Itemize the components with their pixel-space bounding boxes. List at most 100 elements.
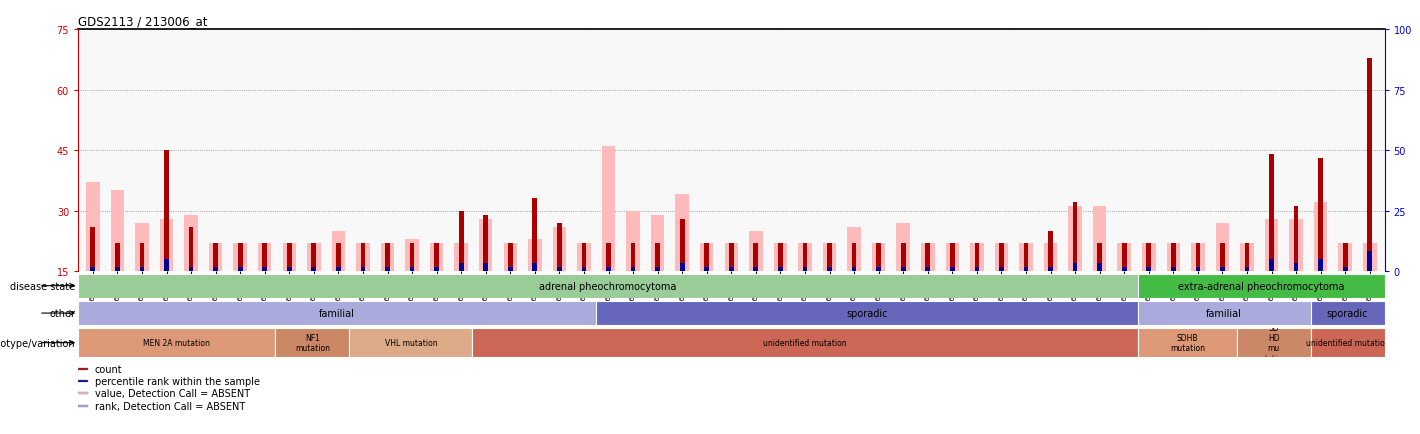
- Bar: [1343, 243, 1348, 271]
- Bar: [1147, 267, 1150, 271]
- Bar: [926, 267, 930, 271]
- Bar: [922, 243, 934, 271]
- Bar: [655, 243, 660, 271]
- Bar: [552, 227, 567, 271]
- Bar: [332, 231, 345, 271]
- Bar: [680, 219, 684, 271]
- Bar: [386, 267, 389, 271]
- Bar: [1244, 243, 1250, 271]
- Bar: [1311, 301, 1384, 326]
- Bar: [876, 243, 880, 271]
- Bar: [508, 267, 513, 271]
- Text: percentile rank within the sample: percentile rank within the sample: [95, 377, 260, 386]
- Bar: [951, 267, 954, 271]
- Bar: [484, 267, 487, 271]
- Bar: [822, 243, 836, 271]
- Text: SD
HD
mu
tatio: SD HD mu tatio: [1265, 323, 1282, 363]
- Bar: [1068, 207, 1082, 271]
- Bar: [750, 231, 763, 271]
- Bar: [1146, 267, 1152, 271]
- Bar: [1196, 243, 1200, 271]
- Bar: [78, 392, 88, 395]
- Bar: [1098, 243, 1102, 271]
- Text: MEN 2A mutation: MEN 2A mutation: [143, 339, 210, 347]
- Bar: [1048, 267, 1052, 271]
- Bar: [1098, 267, 1100, 271]
- Bar: [307, 243, 321, 271]
- Bar: [828, 267, 831, 271]
- Text: sporadic: sporadic: [846, 309, 888, 318]
- Bar: [878, 267, 880, 271]
- Bar: [1122, 243, 1126, 271]
- Bar: [111, 191, 124, 271]
- Bar: [896, 223, 910, 271]
- Bar: [258, 243, 271, 271]
- Bar: [606, 267, 611, 271]
- Bar: [1146, 243, 1152, 271]
- Bar: [78, 368, 88, 371]
- Text: VHL mutation: VHL mutation: [385, 339, 437, 347]
- Bar: [828, 267, 832, 271]
- Bar: [582, 267, 585, 271]
- Bar: [1093, 207, 1106, 271]
- Bar: [78, 380, 88, 383]
- Bar: [994, 243, 1008, 271]
- Bar: [608, 267, 609, 271]
- Bar: [724, 243, 738, 271]
- Bar: [534, 267, 537, 271]
- Bar: [1289, 219, 1304, 271]
- Bar: [288, 267, 291, 271]
- Bar: [976, 267, 978, 271]
- Bar: [630, 243, 635, 271]
- Bar: [381, 243, 395, 271]
- Bar: [558, 267, 561, 271]
- Bar: [706, 267, 709, 271]
- Bar: [1295, 267, 1298, 271]
- Bar: [78, 329, 275, 357]
- Bar: [970, 243, 984, 271]
- Bar: [596, 301, 1137, 326]
- Bar: [950, 243, 954, 271]
- Bar: [828, 243, 832, 271]
- Bar: [950, 267, 954, 271]
- Bar: [165, 151, 169, 271]
- Bar: [1294, 207, 1298, 271]
- Bar: [337, 243, 341, 271]
- Bar: [626, 211, 640, 271]
- Bar: [1137, 329, 1237, 357]
- Bar: [676, 195, 689, 271]
- Bar: [508, 243, 513, 271]
- Bar: [233, 243, 247, 271]
- Bar: [1025, 267, 1027, 271]
- Bar: [532, 199, 537, 271]
- Bar: [361, 267, 365, 271]
- Bar: [1072, 203, 1078, 271]
- Bar: [165, 259, 169, 271]
- Text: sporadic: sporadic: [1326, 309, 1369, 318]
- Bar: [1318, 159, 1323, 271]
- Bar: [1072, 263, 1078, 271]
- Bar: [1311, 329, 1384, 357]
- Text: adrenal pheochromocytoma: adrenal pheochromocytoma: [540, 281, 677, 291]
- Bar: [1367, 251, 1372, 271]
- Bar: [1339, 243, 1352, 271]
- Bar: [504, 243, 517, 271]
- Bar: [483, 215, 488, 271]
- Text: extra-adrenal pheochromocytoma: extra-adrenal pheochromocytoma: [1179, 281, 1345, 291]
- Bar: [650, 215, 665, 271]
- Bar: [337, 267, 341, 271]
- Bar: [213, 267, 219, 271]
- Text: disease state: disease state: [10, 281, 75, 291]
- Text: GDS2113 / 213006_at: GDS2113 / 213006_at: [78, 15, 207, 28]
- Bar: [1237, 329, 1311, 357]
- Bar: [287, 243, 291, 271]
- Bar: [1142, 243, 1156, 271]
- Bar: [946, 243, 958, 271]
- Bar: [410, 243, 415, 271]
- Text: genotype/variation: genotype/variation: [0, 338, 75, 348]
- Bar: [1220, 243, 1225, 271]
- Bar: [1048, 231, 1052, 271]
- Bar: [165, 267, 168, 271]
- Bar: [632, 267, 635, 271]
- Bar: [1318, 259, 1323, 271]
